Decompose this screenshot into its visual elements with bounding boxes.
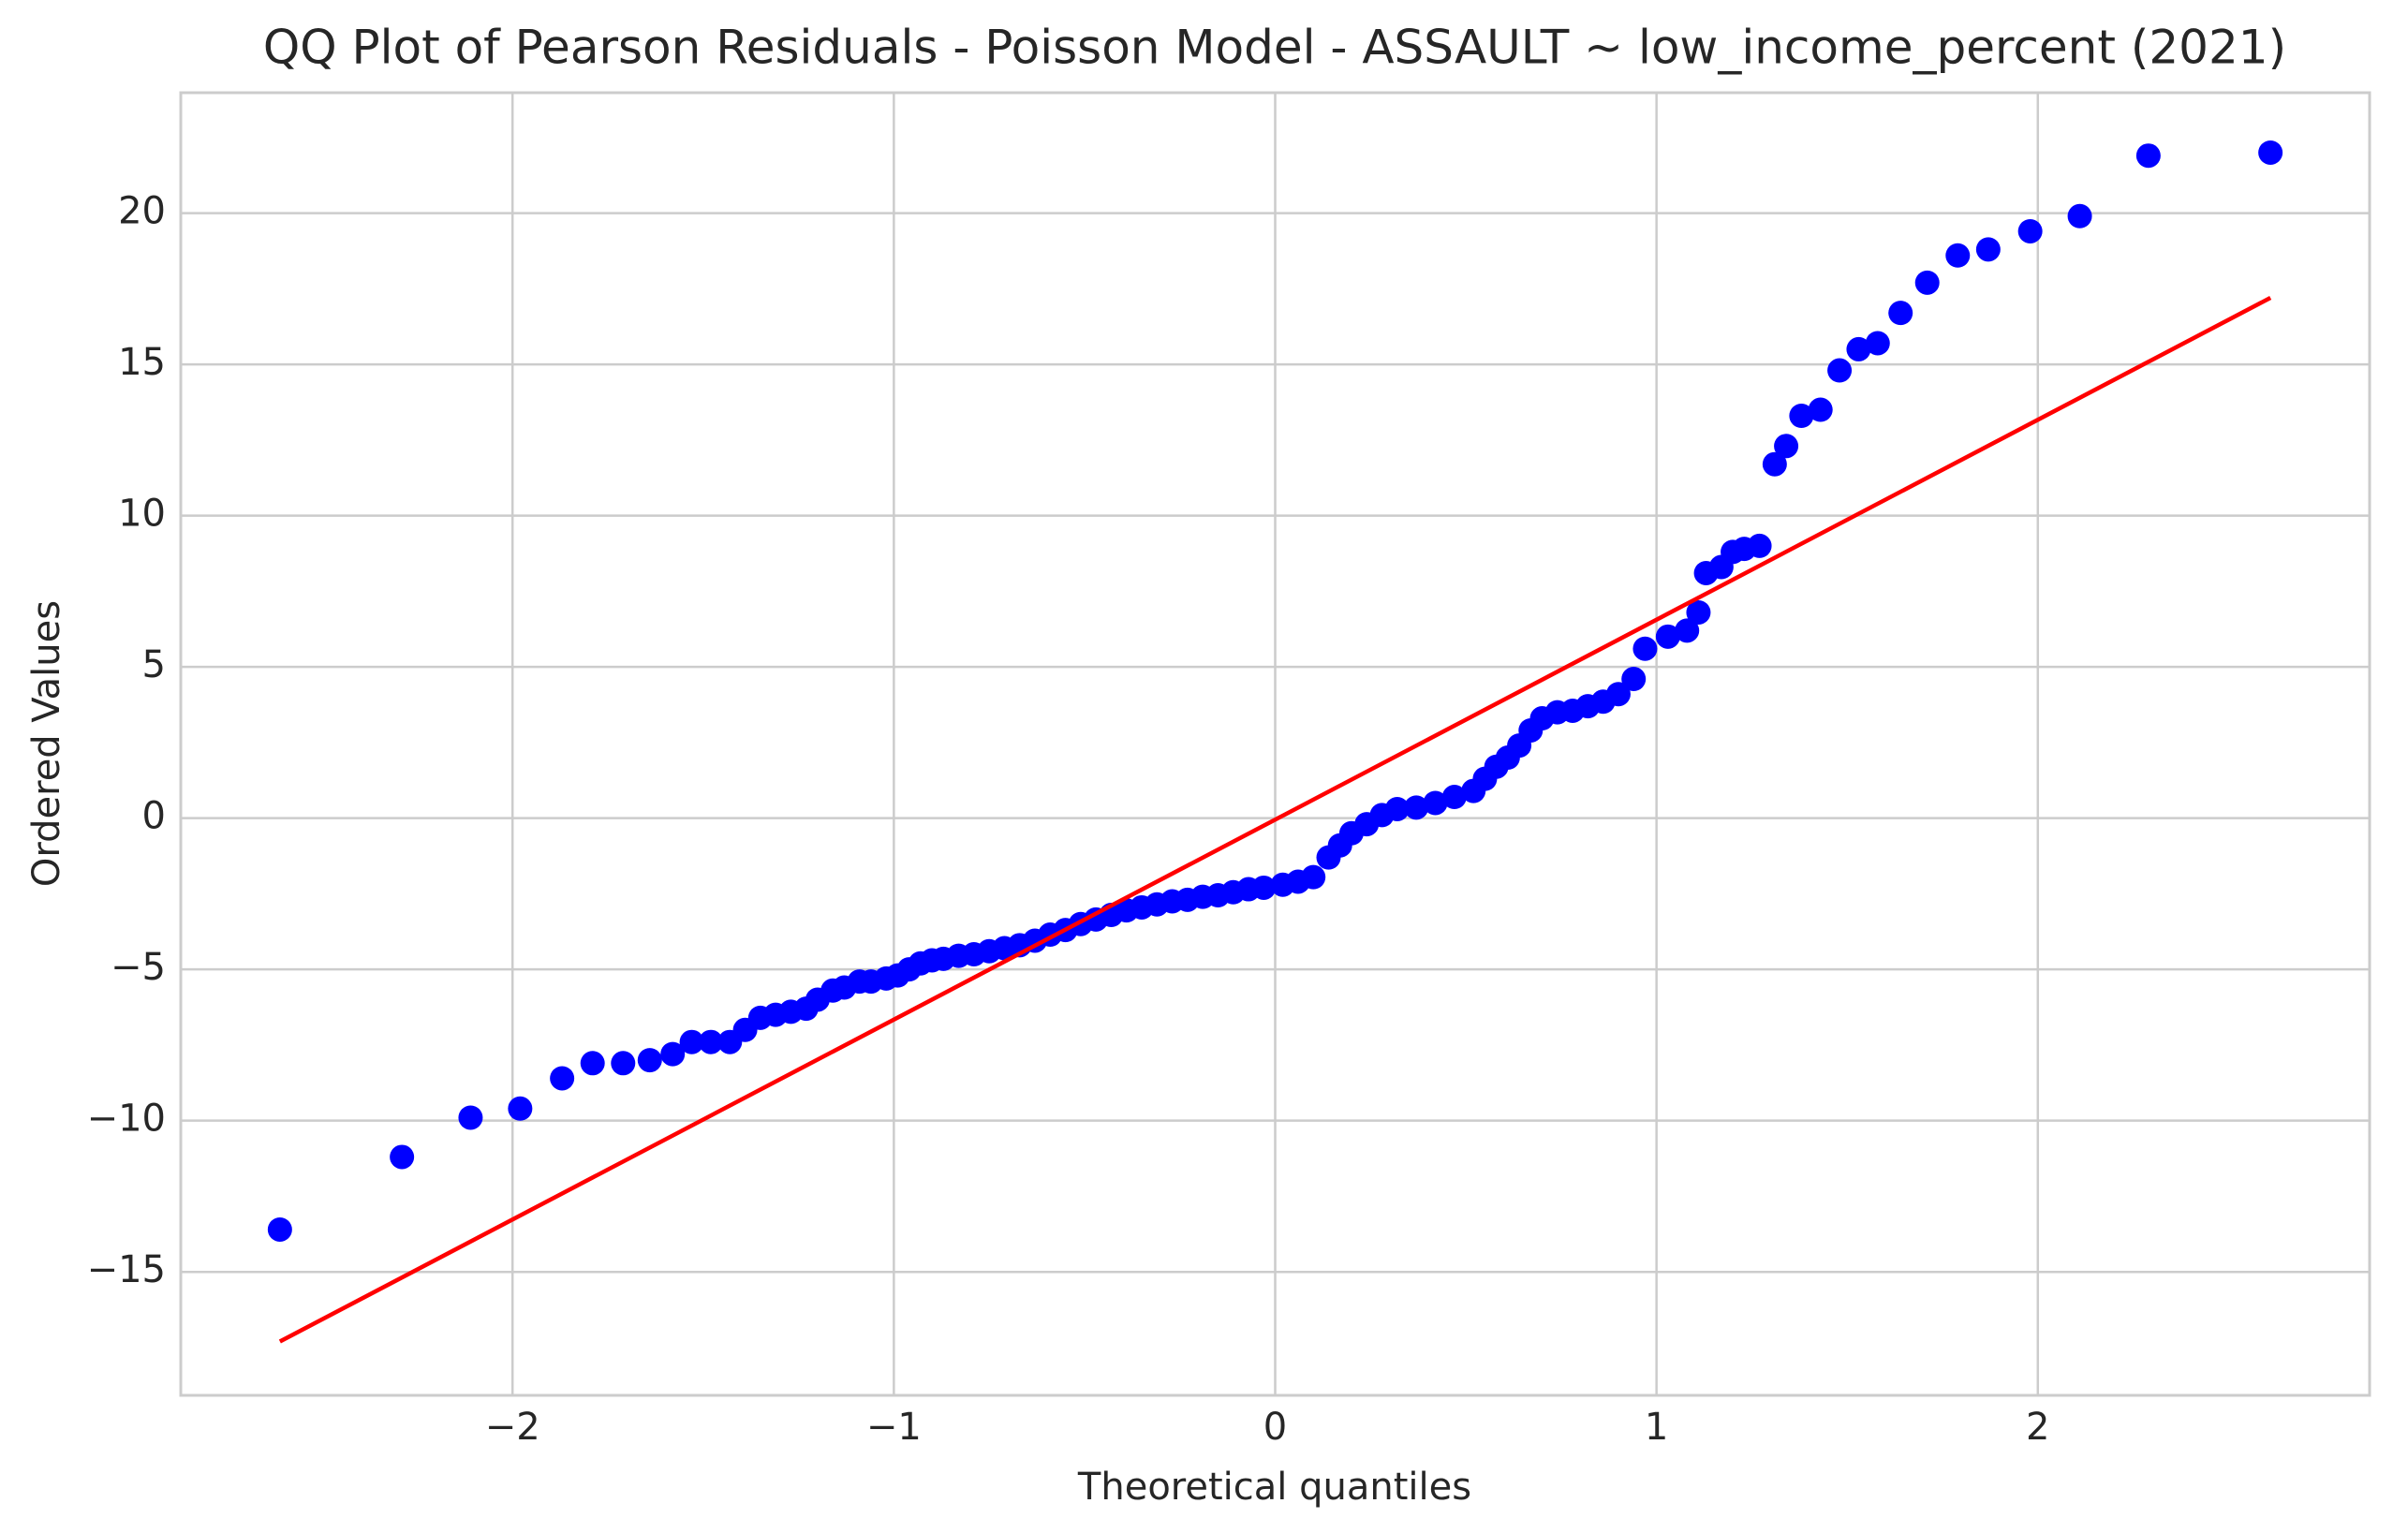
point: [2258, 140, 2283, 165]
y-tick-label: 5: [142, 643, 166, 686]
point: [458, 1105, 483, 1130]
point: [1762, 451, 1787, 477]
y-tick-label: 10: [118, 493, 166, 536]
x-axis-label: Theoretical quantiles: [1077, 1466, 1471, 1509]
point: [1808, 397, 1833, 422]
point: [1888, 301, 1913, 326]
point: [1632, 636, 1658, 661]
point: [550, 1066, 575, 1091]
point: [637, 1048, 662, 1073]
y-tick-label: 0: [142, 795, 166, 838]
point: [267, 1216, 292, 1242]
y-tick-label: −10: [87, 1098, 166, 1141]
y-axis-label: Ordered Values: [25, 600, 68, 887]
point: [1975, 237, 2001, 262]
point: [2067, 203, 2092, 228]
point: [1301, 864, 1326, 890]
point: [390, 1144, 415, 1170]
point: [1827, 358, 1853, 383]
point: [660, 1041, 686, 1067]
point: [1384, 796, 1410, 821]
point: [1865, 331, 1890, 356]
point: [611, 1051, 636, 1076]
point: [1441, 785, 1467, 810]
x-tick-label: −2: [485, 1406, 540, 1449]
point: [580, 1051, 605, 1076]
point: [1774, 434, 1799, 459]
point: [1914, 270, 1940, 295]
fit-line: [278, 296, 2272, 1344]
point: [508, 1096, 533, 1121]
point: [1747, 533, 1772, 558]
point: [698, 1029, 723, 1054]
x-tick-label: 0: [1263, 1406, 1287, 1449]
point: [1605, 682, 1631, 707]
y-tick-label: 20: [118, 190, 166, 233]
point: [1789, 404, 1814, 429]
y-tick-label: −15: [87, 1248, 166, 1291]
point: [1404, 795, 1429, 820]
point: [679, 1029, 704, 1054]
point: [1423, 790, 1448, 816]
plot-frame: [179, 91, 2371, 1397]
x-tick-label: 1: [1645, 1406, 1668, 1449]
chart-title: QQ Plot of Pearson Residuals - Poisson M…: [263, 21, 2286, 75]
point: [1686, 599, 1711, 625]
x-tick-label: −1: [866, 1406, 922, 1449]
point: [1655, 624, 1680, 649]
point: [2017, 218, 2043, 243]
point: [2135, 143, 2161, 169]
x-tick-label: 2: [2026, 1406, 2049, 1449]
point: [1251, 875, 1277, 900]
point: [1945, 243, 1971, 268]
point: [1621, 667, 1647, 692]
y-tick-label: 15: [118, 341, 166, 384]
point: [1846, 336, 1871, 361]
y-tick-label: −5: [111, 946, 166, 989]
point: [1675, 618, 1700, 643]
